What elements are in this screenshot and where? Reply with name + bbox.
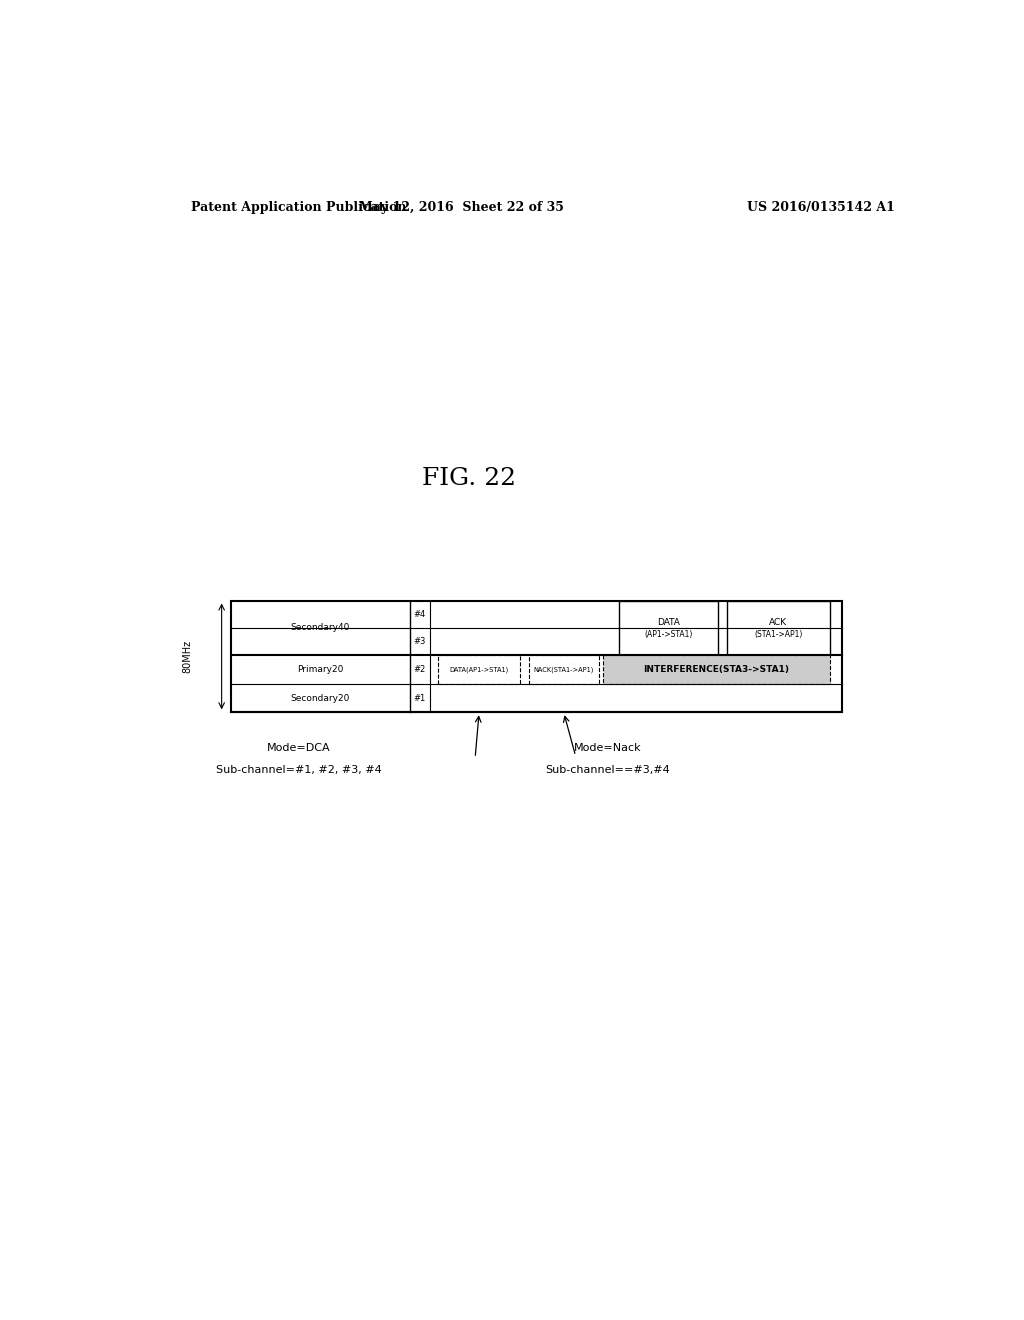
Bar (438, 656, 520, 684)
Text: INTERFERENCE(STA3->STA1): INTERFERENCE(STA3->STA1) (643, 665, 790, 675)
Bar (528, 656, 599, 684)
Text: FIG. 22: FIG. 22 (422, 467, 516, 490)
Text: #2: #2 (414, 665, 426, 675)
Text: Sub-channel==#3,#4: Sub-channel==#3,#4 (545, 766, 670, 775)
Text: #3: #3 (414, 638, 426, 647)
Bar (620, 601, 719, 656)
Text: Mode=DCA: Mode=DCA (267, 743, 331, 752)
Text: ACK: ACK (769, 618, 787, 627)
Text: Sub-channel=#1, #2, #3, #4: Sub-channel=#1, #2, #3, #4 (216, 766, 382, 775)
Text: Mode=Nack: Mode=Nack (573, 743, 641, 752)
Text: US 2016/0135142 A1: US 2016/0135142 A1 (748, 201, 895, 214)
Text: Primary20: Primary20 (297, 665, 344, 675)
Text: Patent Application Publication: Patent Application Publication (191, 201, 407, 214)
Text: May 12, 2016  Sheet 22 of 35: May 12, 2016 Sheet 22 of 35 (358, 201, 564, 214)
Text: NACK(STA1->AP1): NACK(STA1->AP1) (534, 667, 594, 673)
Text: #1: #1 (414, 693, 426, 702)
Text: Secondary40: Secondary40 (291, 623, 350, 632)
Text: 80MHz: 80MHz (182, 640, 193, 673)
Text: Secondary20: Secondary20 (291, 693, 350, 702)
Text: #4: #4 (414, 610, 426, 619)
Bar (603, 656, 829, 684)
Bar (727, 601, 829, 656)
Text: DATA: DATA (657, 618, 680, 627)
Bar (231, 601, 842, 713)
Text: (STA1->AP1): (STA1->AP1) (754, 630, 803, 639)
Text: (AP1->STA1): (AP1->STA1) (645, 630, 693, 639)
Text: DATA(AP1->STA1): DATA(AP1->STA1) (450, 667, 509, 673)
